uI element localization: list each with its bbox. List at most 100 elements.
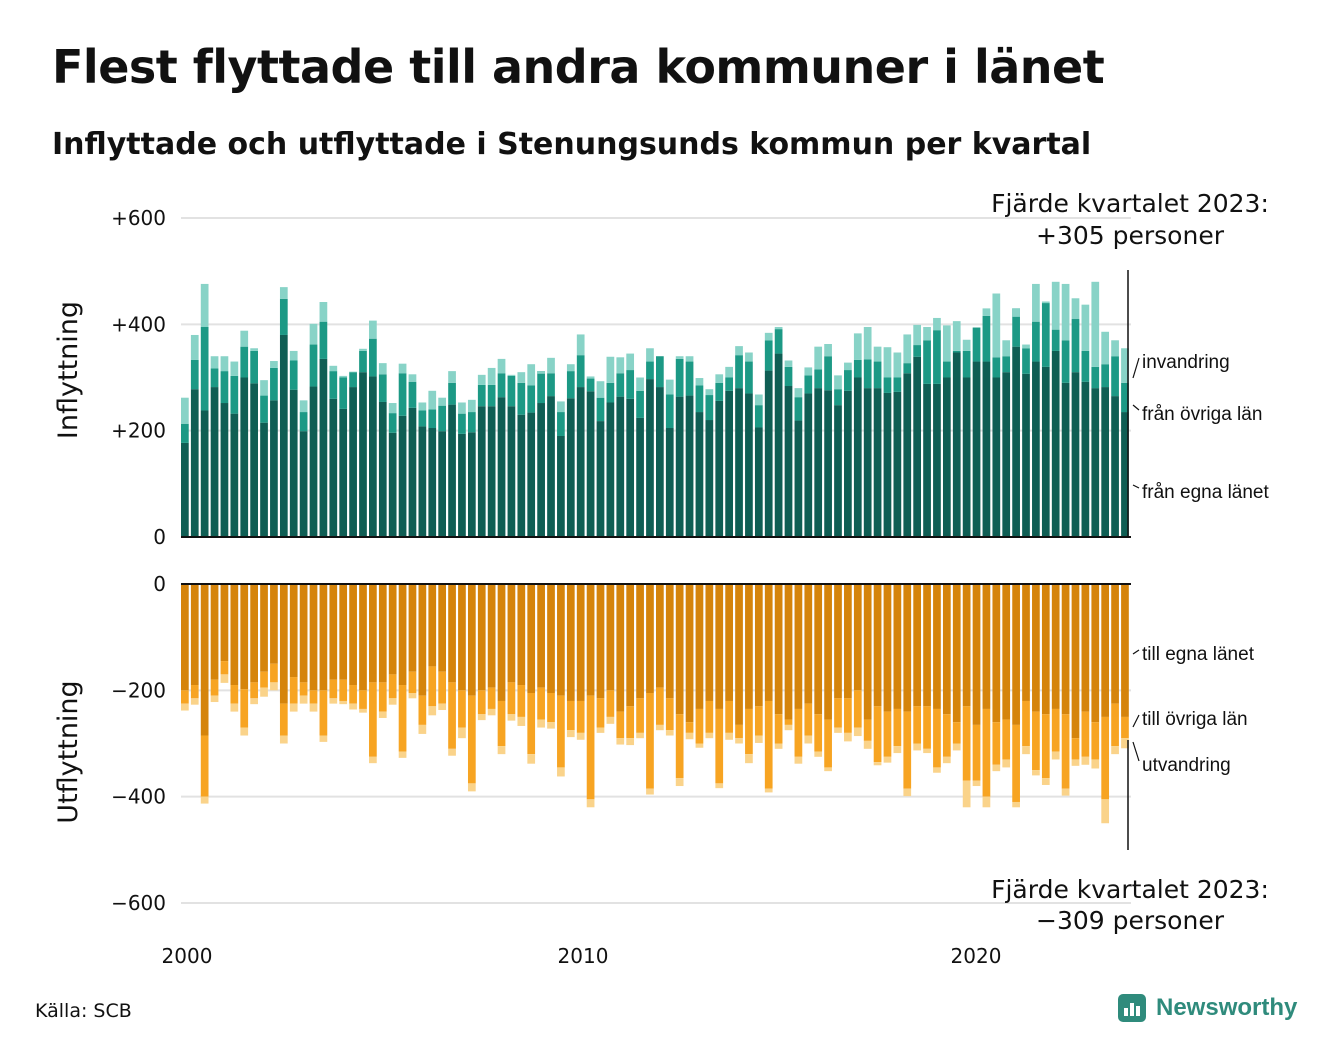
- bar-utflyttning-1: [1041, 584, 1050, 715]
- bar-utflyttning-3: [1012, 801, 1020, 808]
- bar-inflyttning-3: [537, 371, 545, 374]
- bar-inflyttning-1: [913, 356, 922, 537]
- bar-inflyttning-3: [754, 394, 763, 406]
- bars: [181, 281, 1129, 824]
- bar-inflyttning-1: [1032, 361, 1040, 537]
- bar-inflyttning-3: [626, 353, 635, 371]
- bar-inflyttning-3: [646, 348, 654, 362]
- bar-utflyttning-3: [270, 682, 278, 691]
- bar-utflyttning-2: [923, 706, 931, 749]
- bar-inflyttning-1: [626, 398, 635, 537]
- bar-inflyttning-3: [1081, 304, 1090, 351]
- bar-utflyttning-3: [804, 735, 813, 744]
- y-tick-label: −600: [111, 891, 166, 915]
- bar-utflyttning-3: [824, 767, 832, 772]
- bar-inflyttning-1: [1022, 373, 1030, 537]
- bar-utflyttning-3: [992, 764, 1001, 772]
- bar-utflyttning-1: [349, 584, 357, 686]
- bar-inflyttning-2: [824, 356, 832, 391]
- bar-inflyttning-1: [586, 391, 595, 537]
- bar-utflyttning-1: [557, 584, 565, 696]
- bar-utflyttning-1: [339, 584, 348, 680]
- y-tick-label: 0: [153, 572, 166, 596]
- bar-inflyttning-1: [853, 377, 862, 537]
- y-tick-label: −200: [111, 678, 166, 702]
- bar-utflyttning-3: [754, 735, 763, 743]
- bar-inflyttning-1: [250, 383, 258, 537]
- bar-utflyttning-1: [794, 584, 803, 709]
- bar-utflyttning-1: [418, 584, 427, 696]
- x-tick-label: 2000: [162, 944, 213, 968]
- bar-utflyttning-1: [408, 584, 417, 672]
- bar-inflyttning-3: [200, 283, 209, 327]
- bar-utflyttning-2: [725, 700, 733, 733]
- bar-utflyttning-3: [715, 783, 724, 789]
- bar-utflyttning-2: [1051, 708, 1060, 752]
- bar-utflyttning-2: [1091, 722, 1100, 760]
- bar-utflyttning-3: [319, 735, 328, 742]
- bar-utflyttning-2: [369, 682, 377, 757]
- bar-inflyttning-2: [181, 423, 189, 443]
- bar-utflyttning-3: [626, 738, 635, 746]
- bar-inflyttning-2: [1051, 329, 1060, 351]
- bar-utflyttning-1: [893, 584, 902, 709]
- segment-label: invandring: [1142, 352, 1230, 373]
- bar-utflyttning-2: [695, 708, 704, 744]
- y-axis-label: Inflyttning: [53, 301, 84, 439]
- bar-inflyttning-1: [1071, 372, 1080, 537]
- bar-inflyttning-1: [715, 400, 724, 537]
- bar-utflyttning-2: [458, 690, 466, 728]
- bar-inflyttning-1: [388, 432, 397, 537]
- bar-inflyttning-1: [1051, 350, 1060, 537]
- bar-utflyttning-1: [1101, 584, 1110, 717]
- bar-utflyttning-2: [1002, 719, 1011, 760]
- bar-utflyttning-3: [220, 674, 229, 683]
- bar-utflyttning-2: [745, 708, 753, 755]
- bar-utflyttning-3: [230, 703, 239, 712]
- bar-inflyttning-3: [418, 402, 427, 411]
- bar-inflyttning-2: [992, 357, 1001, 378]
- bar-utflyttning-1: [1012, 584, 1020, 725]
- bar-utflyttning-2: [1022, 700, 1030, 747]
- y-tick-label: +400: [111, 312, 166, 336]
- bar-utflyttning-1: [527, 584, 536, 693]
- bar-inflyttning-1: [1101, 387, 1110, 537]
- bar-inflyttning-2: [834, 389, 842, 406]
- bar-utflyttning-3: [418, 724, 427, 734]
- bar-utflyttning-2: [933, 708, 941, 768]
- bar-utflyttning-2: [735, 724, 743, 739]
- bar-utflyttning-1: [933, 584, 941, 709]
- segment-label: utvandring: [1142, 755, 1231, 776]
- bar-inflyttning-1: [190, 389, 199, 537]
- bar-inflyttning-2: [369, 338, 377, 377]
- bar-inflyttning-2: [764, 340, 773, 371]
- segment-label: till egna länet: [1142, 644, 1255, 665]
- bar-utflyttning-1: [1051, 584, 1060, 709]
- bar-utflyttning-1: [477, 584, 486, 691]
- bar-inflyttning-3: [903, 334, 912, 364]
- bar-inflyttning-2: [408, 381, 417, 408]
- bar-inflyttning-2: [487, 384, 496, 407]
- bar-inflyttning-3: [339, 375, 348, 378]
- bar-inflyttning-3: [309, 323, 318, 345]
- bar-inflyttning-2: [418, 410, 427, 427]
- bar-inflyttning-2: [616, 373, 625, 397]
- bar-utflyttning-3: [1121, 738, 1129, 749]
- bar-inflyttning-3: [992, 293, 1001, 358]
- bar-inflyttning-2: [388, 413, 397, 433]
- bar-utflyttning-3: [596, 727, 605, 733]
- bar-inflyttning-3: [962, 339, 971, 351]
- bar-utflyttning-2: [507, 682, 516, 715]
- bar-inflyttning-2: [438, 405, 447, 432]
- bar-inflyttning-2: [844, 370, 852, 391]
- bar-inflyttning-3: [1071, 298, 1080, 320]
- bar-utflyttning-2: [517, 685, 526, 717]
- bar-utflyttning-3: [844, 732, 852, 742]
- bar-inflyttning-3: [616, 357, 625, 374]
- bar-inflyttning-2: [933, 330, 941, 384]
- bar-inflyttning-3: [1091, 281, 1100, 367]
- bar-inflyttning-1: [754, 427, 763, 537]
- bar-utflyttning-3: [369, 756, 377, 764]
- bar-inflyttning-1: [794, 420, 803, 537]
- bar-inflyttning-1: [695, 412, 704, 537]
